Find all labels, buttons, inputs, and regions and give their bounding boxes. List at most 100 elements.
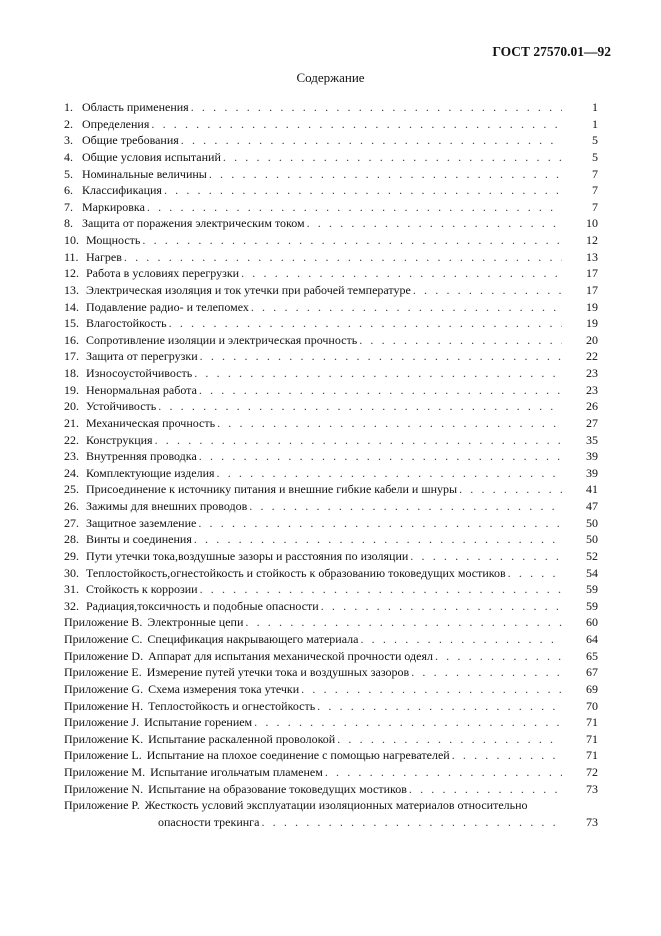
appendix-label: Приложение G. (64, 681, 144, 696)
toc-appendix-entry[interactable]: Приложение G. Схема измерения тока утечки… (64, 681, 598, 698)
toc-entry[interactable]: 30. Теплостойкость,огнестойкость и стойко… (64, 565, 598, 582)
page-number: 7 (592, 199, 598, 214)
toc-entry[interactable]: 3. Общие требования. . . . . . . . . . . … (64, 132, 598, 149)
section-number: 25. (64, 482, 79, 497)
toc-entry[interactable]: 15. Влагостойкость. . . . . . . . . . . .… (64, 315, 598, 332)
toc-appendix-entry[interactable]: Приложение P. Жесткость условий эксплуата… (64, 797, 598, 814)
section-title: Работа в условиях перегрузки (86, 266, 240, 281)
page-number: 7 (592, 166, 598, 181)
page-number: 35 (586, 432, 598, 447)
section-number: 7. (64, 199, 73, 214)
toc-entry[interactable]: 24. Комплектующие изделия. . . . . . . . … (64, 465, 598, 482)
appendix-title: Испытание горением (144, 715, 253, 730)
toc-entry[interactable]: 20. Устойчивость. . . . . . . . . . . . .… (64, 398, 598, 415)
toc-entry[interactable]: 11. Нагрев. . . . . . . . . . . . . . . .… (64, 249, 598, 266)
section-title: Пути утечки тока,воздушные зазоры и расс… (86, 548, 409, 563)
appendix-label: Приложение J. (64, 715, 140, 730)
toc-entry[interactable]: 7. Маркировка. . . . . . . . . . . . . . … (64, 199, 598, 216)
section-title: Износоустойчивость (86, 366, 193, 380)
toc-entry[interactable]: 14. Подавление радио- и телепомех. . . . … (64, 299, 598, 316)
dot-leader: . . . . . . . . . . . . . . . . . . . . … (359, 332, 562, 347)
dot-leader: . . . . . . . . . . . . . . . . . . . . … (222, 149, 562, 164)
toc-entry[interactable]: 17. Защита от перегрузки. . . . . . . . .… (64, 348, 598, 365)
section-number: 18. (64, 366, 79, 380)
section-number: 30. (64, 565, 79, 580)
section-title: Защита от перегрузки (86, 349, 198, 364)
toc-entry[interactable]: 28. Винты и соединения. . . . . . . . . .… (64, 531, 598, 548)
toc-appendix-entry[interactable]: Приложение C. Спецификация накрывающего м… (64, 631, 598, 648)
page-number: 59 (586, 598, 598, 613)
appendix-title: Электронные цепи (147, 615, 244, 630)
toc-appendix-entry[interactable]: Приложение D. Аппарат для испытания механ… (64, 648, 598, 665)
toc-entry[interactable]: 32. Радиация,токсичность и подобные опасн… (64, 598, 598, 615)
section-number: 13. (64, 282, 79, 297)
toc-entry[interactable]: 25. Присоединение к источнику питания и в… (64, 481, 598, 498)
toc-appendix-entry[interactable]: Приложение E. Измерение путей утечки тока… (64, 664, 598, 681)
page-number: 17 (586, 282, 598, 297)
toc-appendix-entry[interactable]: Приложение H. Теплостойкость и огнестойко… (64, 698, 598, 715)
page-number: 39 (586, 449, 598, 464)
appendix-title: Спецификация накрывающего материала (147, 632, 359, 646)
section-number: 5. (64, 166, 73, 181)
section-title: Устойчивость (86, 399, 157, 414)
dot-leader: . . . . . . . . . . . . . . . . . . . . … (168, 316, 562, 331)
section-title: Мощность (86, 233, 141, 247)
section-title: Определения (82, 116, 150, 131)
toc-appendix-entry[interactable]: Приложение K. Испытание раскаленной прово… (64, 731, 598, 748)
page-number: 1 (592, 116, 598, 131)
dot-leader: . . . . . . . . . . . . . . . . . . . . … (146, 199, 562, 214)
dot-leader: . . . . . . . . . . . . . . . . . . . . … (254, 715, 562, 730)
section-number: 16. (64, 332, 79, 347)
toc-appendix-entry[interactable]: Приложение M. Испытание игольчатым пламен… (64, 764, 598, 781)
toc-appendix-entry[interactable]: Приложение N. Испытание на образование то… (64, 781, 598, 798)
toc-title: Содержание (296, 70, 365, 85)
appendix-label: Приложение K. (64, 731, 144, 746)
section-number: 8. (64, 216, 73, 231)
page-number: 70 (586, 698, 598, 713)
toc-entry[interactable]: 10. Мощность. . . . . . . . . . . . . . .… (64, 232, 598, 249)
appendix-label: Приложение N. (64, 781, 144, 796)
toc-entry[interactable]: 19. Ненормальная работа. . . . . . . . . … (64, 382, 598, 399)
toc-entry[interactable]: 18. Износоустойчивость. . . . . . . . . .… (64, 365, 598, 382)
toc-appendix-entry[interactable]: Приложение B. Электронные цепи. . . . . .… (64, 614, 598, 631)
toc-entry[interactable]: 23. Внутренняя проводка. . . . . . . . . … (64, 448, 598, 465)
dot-leader: . . . . . . . . . . . . . . . . . . . . … (199, 349, 562, 364)
dot-leader: . . . . . . . . . . . . . . . . . . . . … (507, 565, 562, 580)
dot-leader: . . . . . . . . . . . . . . . . . . . . … (306, 216, 562, 231)
toc-entry[interactable]: 1. Область применения. . . . . . . . . . … (64, 99, 598, 116)
toc-entry[interactable]: 6. Классификация. . . . . . . . . . . . .… (64, 182, 598, 199)
toc-entry[interactable]: 5. Номинальные величины. . . . . . . . . … (64, 166, 598, 183)
table-of-contents: 1. Область применения . . . . . . . . . . … (64, 99, 598, 831)
toc-entry[interactable]: 8. Защита от поражения электрическим токо… (64, 215, 598, 232)
page-number: 13 (586, 249, 598, 264)
toc-appendix-entry[interactable]: Приложение J. Испытание горением. . . . .… (64, 714, 598, 731)
dot-leader: . . . . . . . . . . . . . . . . . . . . … (317, 698, 562, 713)
section-title: Общие требования (82, 133, 179, 148)
toc-entry[interactable]: 13. Электрическая изоляция и ток утечки п… (64, 282, 598, 299)
page-number: 20 (586, 332, 598, 347)
toc-entry[interactable]: 12. Работа в условиях перегрузки. . . . .… (64, 265, 598, 282)
toc-entry[interactable]: 2. Определения. . . . . . . . . . . . . .… (64, 116, 598, 133)
appendix-title: Испытание на образование токоведущих мос… (148, 781, 407, 796)
toc-entry[interactable]: 27. Защитное заземление. . . . . . . . . … (64, 515, 598, 532)
page-number: 60 (586, 615, 598, 630)
toc-entry[interactable]: 22. Конструкция. . . . . . . . . . . . . … (64, 432, 598, 449)
section-title: Радиация,токсичность и подобные опасност… (86, 598, 319, 613)
section-title: Общие условия испытаний (82, 149, 221, 164)
section-number: 4. (64, 149, 73, 164)
toc-entry[interactable]: 31. Стойкость к коррозии. . . . . . . . .… (64, 581, 598, 598)
toc-appendix-entry[interactable]: Приложение L. Испытание на плохое соедине… (64, 747, 598, 764)
toc-entry[interactable]: 21. Механическая прочность. . . . . . . .… (64, 415, 598, 432)
dot-leader: . . . . . . . . . . . . . . . . . . . . … (199, 582, 562, 597)
appendix-title-continued: опасности трекинга (158, 814, 260, 829)
toc-entry[interactable]: 16. Сопротивление изоляции и электрическа… (64, 332, 598, 349)
appendix-title: Схема измерения тока утечки (148, 681, 300, 696)
section-number: 29. (64, 548, 79, 563)
page-number: 50 (586, 515, 598, 530)
dot-leader: . . . . . . . . . . . . . . . . . . . . … (301, 681, 562, 696)
toc-entry[interactable]: 29. Пути утечки тока,воздушные зазоры и р… (64, 548, 598, 565)
toc-entry[interactable]: 26. Зажимы для внешних проводов. . . . . … (64, 498, 598, 515)
toc-entry[interactable]: 4. Общие условия испытаний. . . . . . . .… (64, 149, 598, 166)
page-number: 72 (586, 765, 598, 779)
page-number: 5 (592, 133, 598, 148)
